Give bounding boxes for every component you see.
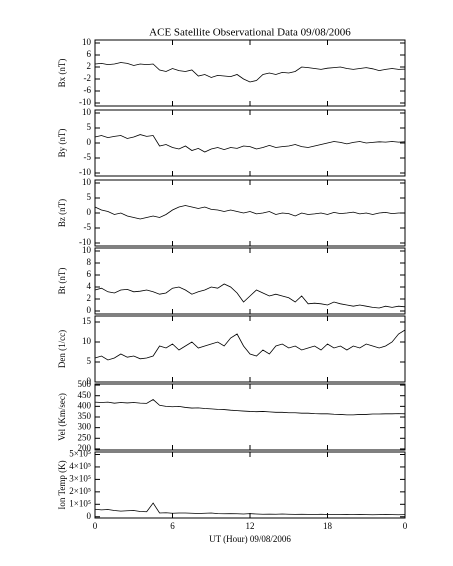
x-tick-label: 0 bbox=[93, 521, 98, 531]
y-tick-label: -6 bbox=[84, 85, 92, 95]
y-axis-label: Ion Temp (K) bbox=[57, 460, 67, 509]
y-tick-label: -5 bbox=[84, 152, 92, 162]
y-tick-label: 5 bbox=[87, 192, 92, 202]
y-tick-label: 2 bbox=[87, 61, 92, 71]
y-tick-label: 5 bbox=[87, 122, 92, 132]
y-tick-label: -5 bbox=[84, 222, 92, 232]
y-tick-label: 5 bbox=[87, 356, 92, 366]
y-tick-label: 6 bbox=[87, 49, 92, 59]
y-tick-label: 300 bbox=[78, 422, 92, 432]
panel-frame bbox=[94, 451, 406, 519]
x-tick-label: 6 bbox=[170, 521, 175, 531]
panel-frame bbox=[94, 315, 406, 383]
y-tick-label: 4×10⁵ bbox=[69, 461, 91, 471]
y-tick-label: 450 bbox=[78, 390, 92, 400]
panel-frame bbox=[94, 383, 406, 451]
panel-frame bbox=[94, 39, 406, 107]
data-line bbox=[94, 62, 406, 83]
y-tick-label: 0 bbox=[87, 376, 92, 386]
y-tick-label: 3×10⁵ bbox=[69, 473, 91, 483]
y-tick-label: 4 bbox=[87, 281, 92, 291]
y-tick-label: 2 bbox=[87, 293, 92, 303]
y-tick-label: 500 bbox=[78, 379, 92, 389]
y-tick-label: 200 bbox=[78, 443, 92, 453]
y-tick-label: 5×10⁵ bbox=[69, 449, 91, 459]
data-line bbox=[94, 205, 405, 220]
x-tick-label: 0 bbox=[403, 521, 408, 531]
y-tick-label: 250 bbox=[78, 432, 92, 442]
y-tick-label: 1×10⁵ bbox=[69, 498, 91, 508]
y-tick-label: 350 bbox=[78, 411, 92, 421]
y-axis-label: Den (1/cc) bbox=[57, 330, 67, 368]
data-line bbox=[94, 502, 406, 516]
y-tick-label: 0 bbox=[87, 511, 92, 521]
y-axis-label: Bt (nT) bbox=[57, 268, 67, 295]
y-tick-label: -10 bbox=[79, 237, 91, 247]
y-tick-label: 0 bbox=[87, 305, 92, 315]
y-tick-label: 0 bbox=[87, 137, 92, 147]
chart-title: ACE Satellite Observational Data 09/08/2… bbox=[149, 27, 351, 39]
y-tick-label: 10 bbox=[82, 245, 92, 255]
data-line bbox=[94, 134, 406, 153]
data-line bbox=[94, 283, 406, 309]
y-tick-label: 8 bbox=[87, 257, 92, 267]
y-tick-label: 15 bbox=[82, 316, 92, 326]
y-tick-label: 10 bbox=[82, 107, 92, 117]
y-tick-label: -10 bbox=[79, 167, 91, 177]
x-tick-label: 18 bbox=[323, 521, 333, 531]
panel-frame bbox=[94, 179, 406, 247]
panel-frame bbox=[94, 109, 406, 177]
y-tick-label: 10 bbox=[82, 37, 92, 47]
x-tick-label: 12 bbox=[246, 521, 255, 531]
y-tick-label: 10 bbox=[82, 336, 92, 346]
panel-frame bbox=[94, 247, 406, 315]
y-axis-label: Bx (nT) bbox=[57, 59, 67, 88]
x-axis-label: UT (Hour) 09/08/2006 bbox=[209, 534, 291, 544]
y-tick-label: 6 bbox=[87, 269, 92, 279]
y-axis-label: Bz (nT) bbox=[57, 199, 67, 227]
data-line bbox=[94, 329, 406, 361]
y-tick-label: 10 bbox=[82, 177, 92, 187]
y-tick-label: -10 bbox=[79, 97, 91, 107]
y-axis-label: By (nT) bbox=[57, 129, 67, 158]
y-tick-label: 400 bbox=[78, 400, 92, 410]
y-tick-label: -2 bbox=[84, 73, 92, 83]
y-axis-label: Vel (Km/sec) bbox=[57, 393, 67, 441]
data-line bbox=[94, 399, 406, 416]
y-tick-label: 0 bbox=[87, 207, 92, 217]
y-tick-label: 2×10⁵ bbox=[69, 486, 91, 496]
